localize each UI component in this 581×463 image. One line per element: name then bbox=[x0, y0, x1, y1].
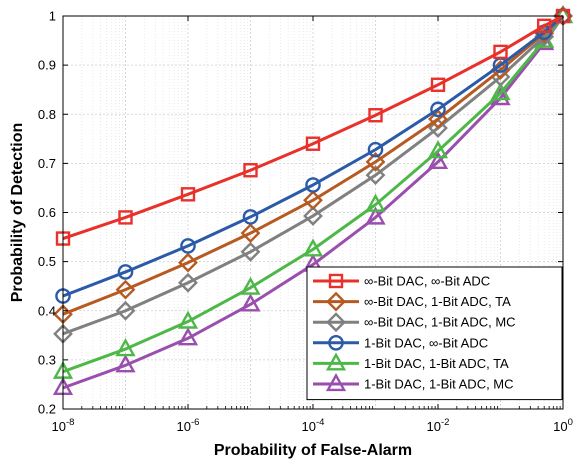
legend-entry: 1-Bit DAC, 1-Bit ADC, MC bbox=[313, 373, 514, 392]
data-point-marker bbox=[427, 140, 449, 159]
data-point-marker bbox=[305, 136, 321, 151]
y-tick-label: 0.2 bbox=[38, 402, 56, 417]
x-axis-title: Probability of False-Alarm bbox=[214, 442, 412, 459]
legend-entry: ∞-Bit DAC, 1-Bit ADC, TA bbox=[313, 291, 511, 312]
data-point-marker bbox=[180, 238, 196, 254]
data-point-marker bbox=[536, 18, 552, 34]
x-tick-label: 10-2 bbox=[427, 417, 450, 434]
data-point-marker bbox=[243, 163, 258, 178]
data-point-marker bbox=[365, 193, 386, 212]
legend-entry: ∞-Bit DAC, 1-Bit ADC, MC bbox=[313, 312, 516, 333]
x-tick-label: 10-8 bbox=[52, 417, 75, 434]
data-point-marker bbox=[302, 238, 324, 257]
data-series bbox=[52, 5, 574, 396]
y-tick-label: 0.6 bbox=[38, 205, 56, 220]
data-point-marker bbox=[303, 190, 323, 211]
data-point-marker bbox=[117, 264, 134, 280]
y-tick-label: 0.9 bbox=[38, 58, 56, 73]
data-point-marker bbox=[118, 210, 133, 225]
data-point-marker bbox=[242, 209, 259, 225]
legend-label: 1-Bit DAC, 1-Bit ADC, TA bbox=[364, 356, 509, 371]
legend-marker bbox=[325, 352, 347, 371]
data-point-marker bbox=[240, 293, 261, 312]
data-point-marker bbox=[365, 152, 386, 172]
legend-box bbox=[306, 266, 563, 401]
y-tick-label: 0.3 bbox=[38, 352, 56, 367]
legend-label: 1-Bit DAC, 1-Bit ADC, MC bbox=[364, 377, 514, 392]
data-point-marker bbox=[240, 241, 261, 262]
x-tick-label: 10-4 bbox=[302, 417, 325, 434]
y-tick-label: 0.8 bbox=[38, 107, 56, 122]
data-point-marker bbox=[178, 252, 198, 273]
x-tick-label: 10-6 bbox=[177, 417, 200, 434]
legend-marker bbox=[326, 291, 346, 312]
series-line bbox=[62, 14, 565, 336]
y-tick-label: 0.4 bbox=[38, 303, 56, 318]
y-axis-title: Probability of Detection bbox=[9, 123, 26, 303]
data-point-marker bbox=[368, 108, 383, 123]
y-tick-label: 1 bbox=[49, 9, 56, 24]
data-point-marker bbox=[303, 206, 323, 226]
legend-entry: 1-Bit DAC, 1-Bit ADC, TA bbox=[313, 352, 509, 371]
legend-marker bbox=[328, 334, 344, 351]
legend-entry: ∞-Bit DAC, ∞-Bit ADC bbox=[313, 274, 490, 289]
legend-marker bbox=[328, 273, 344, 289]
legend-marker bbox=[326, 312, 346, 333]
data-point-marker bbox=[115, 338, 136, 357]
y-tick-label: 0.5 bbox=[38, 254, 56, 269]
legend-label: ∞-Bit DAC, 1-Bit ADC, MC bbox=[364, 315, 516, 330]
series-line bbox=[62, 14, 564, 298]
legend-label: ∞-Bit DAC, ∞-Bit ADC bbox=[364, 274, 490, 289]
legend-label: 1-Bit DAC, ∞-Bit ADC bbox=[364, 335, 488, 350]
data-point-marker bbox=[177, 327, 199, 346]
data-point-marker bbox=[177, 310, 199, 329]
data-point-marker bbox=[240, 223, 261, 244]
legend: ∞-Bit DAC, ∞-Bit ADC ∞-Bit DAC, 1-Bit ADC… bbox=[306, 266, 563, 401]
data-point-marker bbox=[115, 354, 136, 373]
y-tick-label: 0.7 bbox=[38, 156, 56, 171]
data-point-marker bbox=[305, 177, 321, 193]
data-point-marker bbox=[240, 276, 261, 295]
data-point-marker bbox=[178, 272, 198, 293]
series-line bbox=[62, 14, 565, 316]
data-point-marker bbox=[180, 187, 196, 202]
data-point-marker bbox=[365, 165, 386, 186]
data-point-marker bbox=[367, 141, 384, 158]
series-line bbox=[62, 15, 565, 390]
legend-entry: 1-Bit DAC, ∞-Bit ADC bbox=[313, 334, 488, 351]
data-point-marker bbox=[490, 82, 511, 101]
data-point-marker bbox=[428, 118, 448, 138]
data-point-marker bbox=[115, 300, 136, 321]
data-point-marker bbox=[115, 279, 136, 300]
data-point-marker bbox=[430, 101, 446, 118]
data-point-marker bbox=[427, 150, 449, 170]
data-point-marker bbox=[365, 206, 386, 225]
legend-marker bbox=[325, 373, 347, 392]
x-tick-label: 100 bbox=[553, 417, 573, 434]
data-point-marker bbox=[430, 77, 446, 92]
data-point-marker bbox=[493, 44, 508, 60]
series-line bbox=[62, 15, 565, 374]
legend-label: ∞-Bit DAC, 1-Bit ADC, TA bbox=[364, 294, 511, 309]
axis-ticks: 0.2 0.3 0.4 0.5 0.6 0.7 0.8 0.9 1 10-8 10-6 10-4 10-… bbox=[38, 9, 573, 435]
data-point-marker bbox=[428, 109, 448, 130]
series-line bbox=[62, 14, 564, 240]
